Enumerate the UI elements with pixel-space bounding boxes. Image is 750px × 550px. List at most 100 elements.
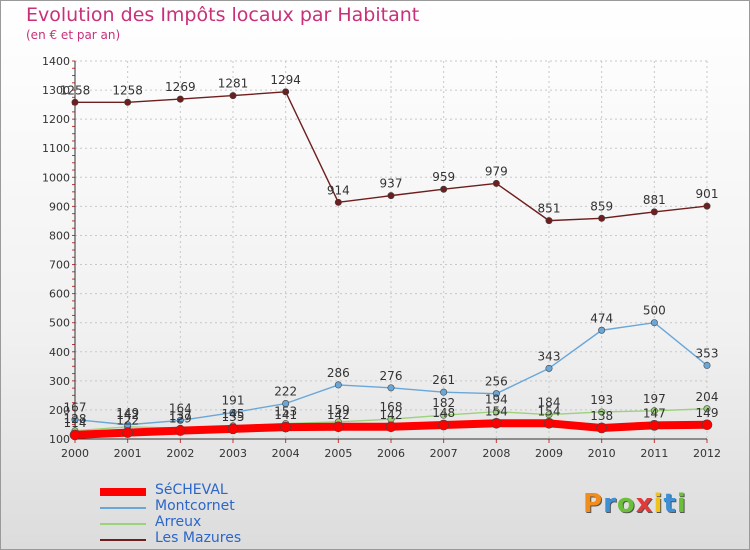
data-label: 167 <box>64 401 87 415</box>
x-tick-label: 2001 <box>114 447 142 460</box>
data-label: 128 <box>64 412 87 426</box>
data-label: 154 <box>485 404 508 418</box>
data-label: 901 <box>696 187 719 201</box>
x-tick-label: 2005 <box>324 447 352 460</box>
data-point <box>650 319 658 327</box>
data-point <box>492 179 500 187</box>
data-label: 137 <box>169 409 192 423</box>
y-tick-label: 100 <box>49 433 70 446</box>
data-label: 182 <box>432 396 455 410</box>
y-tick-label: 600 <box>49 288 70 301</box>
data-point <box>440 388 448 396</box>
data-label: 142 <box>116 408 139 422</box>
x-tick-label: 2007 <box>430 447 458 460</box>
data-point <box>175 425 186 436</box>
data-point <box>71 98 79 106</box>
data-label: 154 <box>538 404 561 418</box>
data-label: 194 <box>485 393 508 407</box>
data-label: 1269 <box>165 80 196 94</box>
data-point <box>282 400 290 408</box>
legend-label: Arreux <box>155 514 202 530</box>
legend-swatch <box>100 539 146 541</box>
data-point <box>598 326 606 334</box>
data-point <box>69 429 81 441</box>
y-tick-label: 1000 <box>42 171 70 184</box>
data-point <box>492 408 500 416</box>
data-point <box>545 411 553 419</box>
data-point <box>438 419 449 431</box>
data-label: 276 <box>380 369 403 383</box>
data-point <box>701 419 713 431</box>
data-label: 1258 <box>60 83 91 97</box>
y-tick-label: 400 <box>49 346 70 359</box>
data-point <box>227 423 239 435</box>
data-label: 286 <box>327 366 350 380</box>
data-label: 129 <box>169 412 192 426</box>
data-point <box>598 408 606 416</box>
data-label: 149 <box>116 406 139 420</box>
data-label: 191 <box>222 394 245 408</box>
data-point <box>543 417 555 429</box>
data-label: 148 <box>432 406 455 420</box>
legend-label: SéCHEVAL <box>155 482 228 498</box>
data-label: 138 <box>590 409 613 423</box>
data-label: 959 <box>432 170 455 184</box>
data-label: 914 <box>327 183 350 197</box>
chart-subtitle: (en € et par an) <box>26 28 121 42</box>
legend-label: Les Mazures <box>155 530 242 546</box>
data-label: 979 <box>485 164 508 178</box>
data-label: 193 <box>590 393 613 407</box>
data-point <box>545 364 553 372</box>
data-label: 142 <box>380 408 403 422</box>
y-tick-label: 300 <box>49 375 70 388</box>
data-point <box>545 217 553 225</box>
data-label: 851 <box>538 202 561 216</box>
data-point <box>229 409 237 417</box>
legend-item: Les Mazures <box>100 530 300 548</box>
chart-legend: SéCHEVAL Montcornet Arreux Les Mazures <box>100 482 300 548</box>
x-tick-label: 2012 <box>693 447 721 460</box>
data-label: 1258 <box>112 83 143 97</box>
logo-letter: i <box>653 489 664 519</box>
data-label: 141 <box>274 408 297 422</box>
y-tick-label: 1300 <box>42 84 70 97</box>
data-label: 859 <box>590 199 613 213</box>
data-point <box>124 98 132 106</box>
data-label: 1294 <box>270 73 301 87</box>
data-label: 153 <box>274 405 297 419</box>
y-tick-label: 500 <box>49 317 70 330</box>
logo-letter: x <box>635 489 654 519</box>
data-point <box>387 384 395 392</box>
data-label: 159 <box>327 403 350 417</box>
legend-item: Montcornet <box>100 498 300 516</box>
data-label: 500 <box>643 304 666 318</box>
data-label: 261 <box>432 373 455 387</box>
data-label: 147 <box>643 406 666 420</box>
data-label: 1281 <box>218 77 249 91</box>
data-point <box>703 405 711 413</box>
logo-letter: r <box>603 489 617 519</box>
data-label: 881 <box>643 193 666 207</box>
y-tick-label: 800 <box>49 229 70 242</box>
data-label: 343 <box>538 349 561 363</box>
data-point <box>334 381 342 389</box>
data-label: 142 <box>327 408 350 422</box>
data-point <box>440 185 448 193</box>
data-point <box>596 422 607 434</box>
x-tick-label: 2000 <box>61 447 89 460</box>
data-point <box>385 421 397 433</box>
x-tick-label: 2003 <box>219 447 247 460</box>
data-label: 197 <box>643 392 666 406</box>
logo-letter: t <box>663 489 677 519</box>
legend-swatch <box>100 523 146 525</box>
data-label: 222 <box>274 385 297 399</box>
chart-title: Evolution des Impôts locaux par Habitant <box>26 4 420 26</box>
x-tick-label: 2010 <box>588 447 616 460</box>
y-tick-label: 900 <box>49 200 70 213</box>
y-tick-label: 200 <box>49 404 70 417</box>
data-label: 353 <box>696 346 719 360</box>
x-tick-label: 2006 <box>377 447 405 460</box>
data-point <box>703 361 711 369</box>
